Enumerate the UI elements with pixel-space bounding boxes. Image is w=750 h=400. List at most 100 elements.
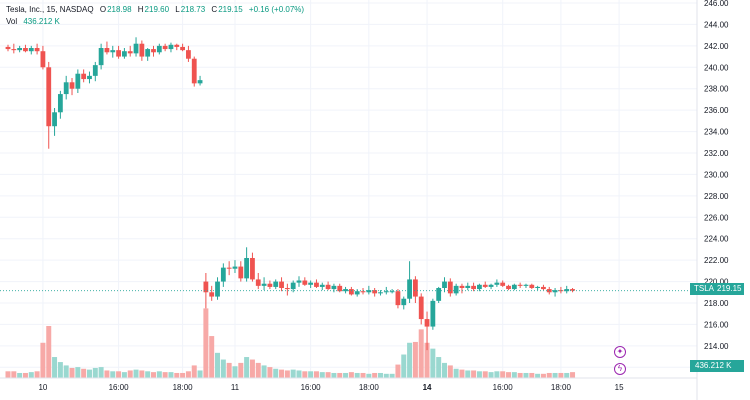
volume-bar: [279, 369, 285, 378]
candle-body: [383, 291, 389, 293]
candle-body: [523, 284, 529, 286]
price-tick-label: 240.00: [704, 63, 729, 72]
volume-bar: [442, 362, 447, 378]
open-label: O: [99, 5, 107, 14]
volume-bar: [197, 370, 203, 378]
volume-bar: [418, 329, 424, 378]
volume-bar: [156, 371, 162, 378]
volume-bar: [162, 372, 168, 378]
volume-bar: [377, 372, 383, 378]
candle-body: [506, 285, 511, 290]
volume-bar: [546, 372, 552, 378]
volume-bar: [517, 372, 523, 378]
price-tick-label: 234.00: [704, 128, 729, 137]
candle-body: [471, 285, 476, 290]
time-tick-label: 18:00: [359, 383, 380, 392]
candle-body: [302, 280, 308, 285]
candle-body: [151, 49, 156, 53]
candle-body: [11, 49, 17, 51]
price-tick-label: 230.00: [704, 170, 729, 179]
candle-body: [413, 279, 418, 297]
add-indicator-icon[interactable]: ✦: [614, 346, 626, 358]
candle-body: [343, 289, 348, 292]
volume-badge: 436.212 K: [690, 360, 744, 372]
candle-body: [273, 281, 279, 287]
candle-body: [570, 289, 575, 291]
candle-body: [197, 80, 203, 84]
volume-bar: [92, 367, 98, 378]
volume-bar: [104, 370, 110, 378]
candle-body: [407, 279, 412, 299]
volume-bar: [308, 371, 314, 378]
candle-body: [116, 50, 121, 57]
volume-bar: [191, 365, 197, 378]
volume-bar: [249, 359, 255, 378]
close-value: 219.15: [218, 5, 243, 14]
lightning-icon[interactable]: ϟ: [614, 363, 626, 375]
candle-body: [104, 48, 110, 53]
volume-bar: [28, 372, 34, 378]
volume-bar: [395, 364, 401, 378]
volume-bar: [511, 372, 517, 378]
high-label: H: [137, 5, 144, 14]
volume-bar: [430, 348, 436, 378]
price-tick-label: 214.00: [704, 342, 729, 351]
candle-body: [488, 284, 494, 287]
time-tick-label: 16:00: [301, 383, 322, 392]
volume-bar: [389, 373, 395, 378]
candle-body: [63, 82, 69, 95]
candle-body: [447, 281, 453, 294]
candle-body: [366, 290, 372, 293]
volume-bar: [69, 367, 75, 378]
volume-bar: [482, 371, 488, 378]
time-tick-label: 18:00: [551, 383, 572, 392]
time-tick-label: 10: [38, 383, 47, 392]
volume-bar: [22, 372, 28, 378]
volume-bar: [127, 370, 133, 378]
candle-body: [255, 279, 261, 286]
candle-body: [453, 285, 459, 294]
candle-body: [296, 280, 302, 283]
candle-body: [500, 282, 506, 286]
candle-body: [28, 48, 34, 52]
candle-body: [174, 44, 180, 47]
price-tick-label: 218.00: [704, 299, 729, 308]
volume-bar: [564, 372, 570, 378]
volume-bar: [81, 368, 87, 378]
time-tick-label: 16:00: [493, 383, 514, 392]
volume-bar: [290, 369, 296, 378]
candle-body: [517, 284, 523, 286]
candle-body: [319, 284, 325, 287]
candle-body: [482, 284, 488, 287]
candle-body: [133, 43, 139, 54]
volume-bar: [145, 371, 151, 378]
candle-body: [209, 292, 215, 297]
candle-body: [215, 281, 220, 297]
volume-bar: [465, 370, 471, 378]
volume-bar: [17, 372, 23, 378]
volume-bar: [506, 372, 512, 378]
last-price-value: 219.15: [717, 284, 742, 293]
candle-body: [325, 284, 331, 290]
volume-bar: [313, 371, 319, 378]
volume-bar: [267, 367, 273, 378]
volume-bar: [529, 372, 535, 378]
volume-bar: [500, 371, 506, 378]
candle-body: [459, 285, 465, 288]
volume-bar: [40, 342, 46, 378]
price-tick-label: 242.00: [704, 42, 729, 51]
volume-bar: [232, 366, 238, 378]
volume-bar: [34, 371, 40, 378]
candle-body: [348, 289, 354, 295]
volume-bar: [46, 326, 52, 378]
volume-bar: [401, 354, 407, 378]
symbol-description: Tesla, Inc., 15, NASDAQ: [6, 5, 94, 14]
candle-body: [541, 286, 546, 290]
volume-bar: [203, 308, 209, 378]
candle-body: [23, 48, 28, 52]
candle-body: [92, 65, 98, 76]
volume-bar: [383, 373, 389, 378]
volume-bar: [471, 370, 477, 378]
candle-body: [168, 44, 174, 50]
